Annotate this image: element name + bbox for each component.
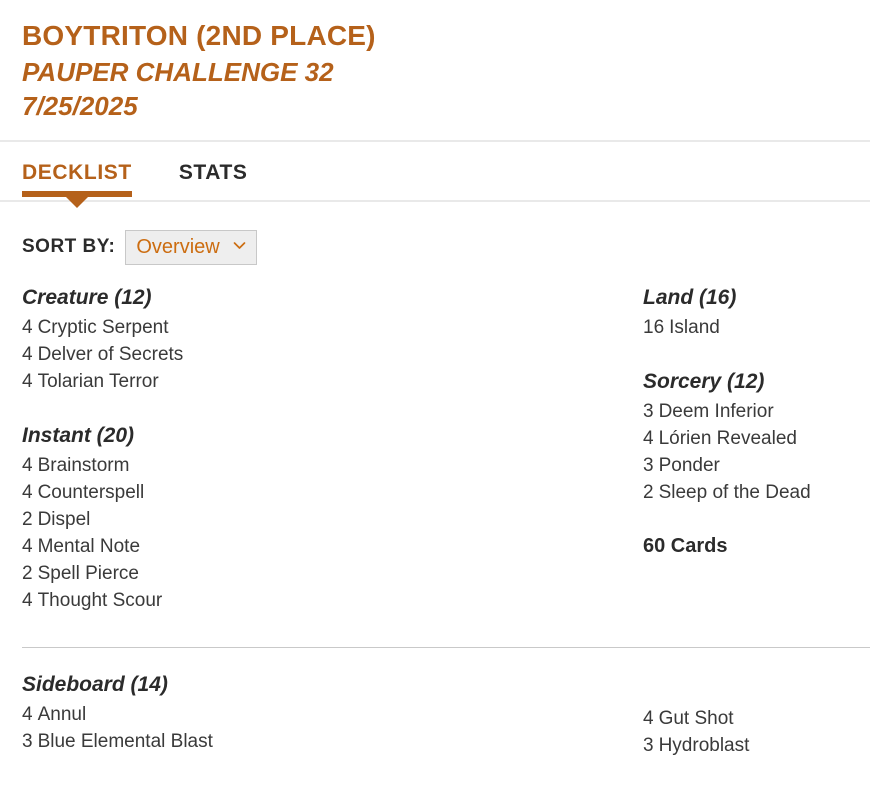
sort-by-label: SORT BY:	[22, 236, 116, 258]
card-quantity: 4	[22, 454, 33, 476]
list-item[interactable]: 4 Annul	[22, 701, 582, 728]
card-name: Mental Note	[37, 535, 141, 557]
list-item[interactable]: 4 Thought Scour	[22, 587, 582, 614]
category-block-land: Land (16) 16 Island	[643, 287, 870, 341]
card-quantity: 4	[22, 481, 33, 503]
list-item[interactable]: 4 Delver of Secrets	[22, 341, 582, 368]
list-item[interactable]: 4 Cryptic Serpent	[22, 314, 582, 341]
sideboard-column-left: Sideboard (14) 4 Annul 3 Blue Elemental Bl…	[22, 674, 582, 755]
tab-decklist[interactable]: DECKLIST	[22, 142, 132, 208]
category-block-sorcery: Sorcery (12) 3 Deem Inferior 4 Lórien Reve…	[643, 371, 870, 506]
total-card-count: 60 Cards	[643, 534, 728, 557]
card-name: Delver of Secrets	[37, 343, 184, 365]
card-name: Thought Scour	[37, 589, 163, 611]
decklist-column-left: Creature (12) 4 Cryptic Serpent 4 Delver o…	[22, 287, 582, 614]
list-item[interactable]: 4 Tolarian Terror	[22, 368, 582, 395]
card-name: Brainstorm	[37, 454, 130, 476]
list-item[interactable]: 2 Spell Pierce	[22, 560, 582, 587]
sideboard-column-right: 4 Gut Shot 3 Hydroblast	[643, 674, 870, 759]
sort-by-selected-value: Overview	[136, 235, 220, 258]
category-title: Land (16)	[643, 285, 737, 309]
list-item[interactable]: 3 Hydroblast	[643, 732, 870, 759]
card-quantity: 4	[22, 535, 33, 557]
category-block-creature: Creature (12) 4 Cryptic Serpent 4 Delver o…	[22, 287, 582, 395]
card-quantity: 4	[643, 427, 654, 449]
card-quantity: 4	[22, 589, 33, 611]
card-name: Deem Inferior	[658, 400, 774, 422]
list-item[interactable]: 2 Sleep of the Dead	[643, 479, 870, 506]
list-item[interactable]: 4 Counterspell	[22, 479, 582, 506]
card-quantity: 4	[22, 343, 33, 365]
event-name: PAUPER CHALLENGE 32	[22, 56, 334, 87]
card-name: Hydroblast	[658, 734, 750, 756]
event-date: 7/25/2025	[22, 91, 138, 122]
sideboard-right-spacer	[643, 674, 870, 705]
list-item[interactable]: 4 Brainstorm	[22, 452, 582, 479]
card-quantity: 4	[643, 707, 654, 729]
card-quantity: 3	[643, 400, 654, 422]
card-name: Annul	[37, 703, 87, 725]
list-item[interactable]: 4 Mental Note	[22, 533, 582, 560]
list-item[interactable]: 3 Deem Inferior	[643, 398, 870, 425]
category-title: Instant (20)	[22, 423, 135, 447]
card-quantity: 2	[643, 481, 654, 503]
list-item[interactable]: 3 Ponder	[643, 452, 870, 479]
card-name: Cryptic Serpent	[37, 316, 169, 338]
page-title: BOYTRITON (2ND PLACE)	[22, 20, 376, 51]
card-name: Lórien Revealed	[658, 427, 797, 449]
list-item[interactable]: 3 Blue Elemental Blast	[22, 728, 582, 755]
tab-bar: DECKLIST STATS	[0, 139, 870, 208]
list-item[interactable]: 16 Island	[643, 314, 870, 341]
card-name: Ponder	[658, 454, 720, 476]
sort-bar: SORT BY: Overview	[0, 202, 870, 265]
tab-stats-label: STATS	[178, 160, 248, 184]
card-quantity: 4	[22, 316, 33, 338]
list-item[interactable]: 4 Gut Shot	[643, 705, 870, 732]
active-tab-caret-icon	[65, 196, 88, 208]
card-quantity: 3	[643, 454, 654, 476]
category-block-instant: Instant (20) 4 Brainstorm 4 Counterspell 2…	[22, 425, 582, 614]
category-title: Sorcery (12)	[643, 369, 765, 393]
card-quantity: 16	[643, 316, 665, 338]
card-quantity: 3	[643, 734, 654, 756]
card-name: Sleep of the Dead	[658, 481, 811, 503]
card-quantity: 4	[22, 370, 33, 392]
card-name: Counterspell	[37, 481, 145, 503]
decklist-body: Creature (12) 4 Cryptic Serpent 4 Delver o…	[0, 287, 870, 647]
card-name: Blue Elemental Blast	[37, 730, 213, 752]
card-name: Tolarian Terror	[37, 370, 159, 392]
card-quantity: 3	[22, 730, 33, 752]
list-item[interactable]: 2 Dispel	[22, 506, 582, 533]
sort-by-select[interactable]: Overview	[125, 229, 257, 265]
tab-decklist-label: DECKLIST	[22, 160, 132, 184]
card-name: Spell Pierce	[37, 562, 139, 584]
tab-stats[interactable]: STATS	[179, 142, 248, 185]
card-quantity: 2	[22, 562, 33, 584]
card-name: Dispel	[37, 508, 91, 530]
category-title: Creature (12)	[22, 285, 152, 309]
card-name: Gut Shot	[658, 707, 734, 729]
sideboard-title: Sideboard (14)	[22, 672, 168, 696]
active-tab-underline	[22, 190, 132, 197]
deck-header: BOYTRITON (2ND PLACE) PAUPER CHALLENGE 3…	[0, 0, 870, 124]
card-quantity: 2	[22, 508, 33, 530]
decklist-column-right: Land (16) 16 Island Sorcery (12) 3 Deem In…	[643, 287, 870, 556]
section-divider	[22, 646, 870, 648]
list-item[interactable]: 4 Lórien Revealed	[643, 425, 870, 452]
chevron-down-icon	[233, 239, 246, 252]
card-quantity: 4	[22, 703, 33, 725]
card-name: Island	[669, 316, 720, 338]
